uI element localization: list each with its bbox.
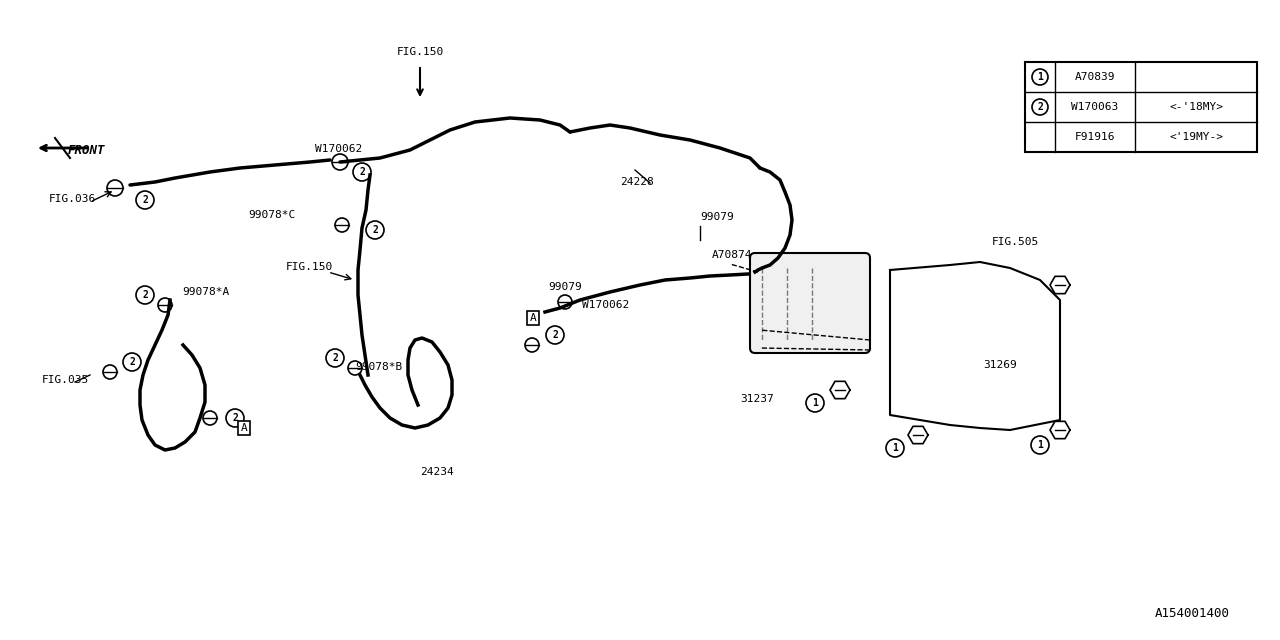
Text: 24228: 24228: [620, 177, 654, 187]
Text: 99078*A: 99078*A: [182, 287, 229, 297]
Text: 2: 2: [142, 290, 148, 300]
FancyBboxPatch shape: [750, 253, 870, 353]
Text: 24234: 24234: [420, 467, 453, 477]
Bar: [1025, 62, 1257, 152]
Text: A: A: [530, 313, 536, 323]
Text: 99078*C: 99078*C: [248, 210, 296, 220]
Text: 1: 1: [812, 398, 818, 408]
Text: 1: 1: [1037, 72, 1043, 82]
Text: 2: 2: [232, 413, 238, 423]
Text: FIG.150: FIG.150: [285, 262, 333, 272]
Text: W170062: W170062: [582, 300, 630, 310]
Text: 2: 2: [332, 353, 338, 363]
Text: W170062: W170062: [315, 144, 362, 154]
Text: A70839: A70839: [1075, 72, 1115, 82]
Text: 2: 2: [360, 167, 365, 177]
Text: 2: 2: [142, 195, 148, 205]
Text: 99078*B: 99078*B: [355, 362, 402, 372]
Text: 2: 2: [552, 330, 558, 340]
Text: 2: 2: [372, 225, 378, 235]
Text: A: A: [241, 423, 247, 433]
Text: FIG.150: FIG.150: [397, 47, 444, 57]
Text: 99079: 99079: [548, 282, 581, 292]
Text: F91916: F91916: [1075, 132, 1115, 142]
Text: 2: 2: [1037, 102, 1043, 112]
Text: 31269: 31269: [983, 360, 1016, 370]
Text: A70874: A70874: [712, 250, 753, 260]
Text: FRONT: FRONT: [68, 143, 105, 157]
Text: FIG.035: FIG.035: [42, 375, 90, 385]
Text: <'19MY->: <'19MY->: [1169, 132, 1222, 142]
Text: A154001400: A154001400: [1155, 607, 1230, 620]
Text: 1: 1: [892, 443, 899, 453]
Text: <-'18MY>: <-'18MY>: [1169, 102, 1222, 112]
Text: FIG.036: FIG.036: [49, 194, 96, 204]
Text: 31237: 31237: [740, 394, 773, 404]
Text: 2: 2: [129, 357, 134, 367]
Text: 99079: 99079: [700, 212, 733, 222]
Text: W170063: W170063: [1071, 102, 1119, 112]
Text: 1: 1: [1037, 440, 1043, 450]
Text: FIG.505: FIG.505: [992, 237, 1039, 247]
